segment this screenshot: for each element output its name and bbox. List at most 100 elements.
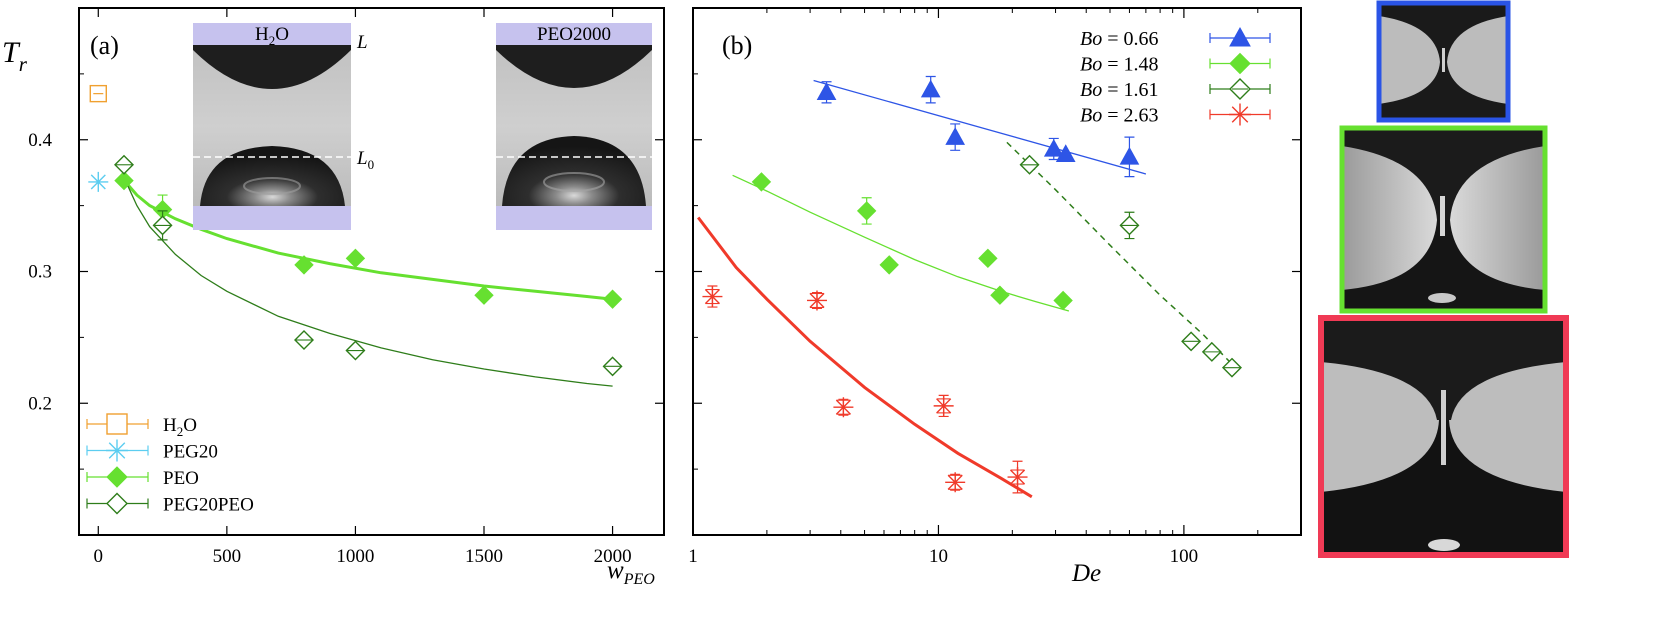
data-point xyxy=(751,172,772,192)
x-tick-label: 1500 xyxy=(465,546,503,567)
inset-h2o-bottom-drop xyxy=(200,146,345,206)
panel-b-marks xyxy=(702,75,1242,494)
x-tick-label: 500 xyxy=(213,546,242,567)
y-tick-label: 0.4 xyxy=(28,130,52,151)
data-point xyxy=(602,289,623,309)
inset-peo2000-top-drop xyxy=(496,45,652,88)
inset-annotation-l: L xyxy=(356,32,368,53)
inset-h2o: H2O L L0 xyxy=(193,23,374,230)
data-point xyxy=(1007,467,1028,488)
y-tick-label: 0.2 xyxy=(28,393,52,414)
photo-bo-066 xyxy=(1376,0,1511,123)
legend-marker xyxy=(1229,26,1251,47)
photo-bo-148-top-drop xyxy=(1342,128,1545,220)
inset-h2o-label: H2O xyxy=(255,24,289,48)
legend-marker xyxy=(106,439,128,462)
legend-marker xyxy=(106,413,128,435)
data-point xyxy=(990,285,1010,305)
data-point xyxy=(114,170,134,191)
data-point xyxy=(1043,138,1064,157)
data-point xyxy=(345,248,366,269)
photo-bo-263-filament xyxy=(1441,390,1446,465)
x-tick-label: 1 xyxy=(688,546,698,567)
data-point xyxy=(806,290,827,311)
photo-bo-148-filament xyxy=(1440,196,1445,236)
data-point xyxy=(1119,146,1140,165)
fit-line xyxy=(697,216,1033,499)
legend-marker xyxy=(106,466,128,488)
photo-bo-263 xyxy=(1318,315,1569,558)
inset-h2o-reflection xyxy=(243,177,301,195)
legend-marker xyxy=(106,492,128,515)
x-tick-label: 100 xyxy=(1170,546,1199,567)
legend-label: H2O xyxy=(163,415,197,439)
panel-a-ticks: 0 500 1000 1500 2000 0.2 0.3 0.4 xyxy=(28,8,664,567)
legend-label: Bo = 2.63 xyxy=(1080,105,1159,127)
inset-annotation-l0: L0 xyxy=(356,148,374,172)
inset-peo2000: PEO2000 xyxy=(496,23,652,230)
panel-a: 0 500 1000 1500 2000 0.2 0.3 0.4 H2O L L0 PEO20… xyxy=(2,7,665,588)
legend-label: Bo = 1.48 xyxy=(1080,54,1159,76)
data-point xyxy=(1053,290,1073,311)
panel-a-label: (a) xyxy=(90,31,119,60)
legend-marker xyxy=(1229,103,1251,126)
data-point xyxy=(856,201,877,221)
photo-bo-066-border xyxy=(1376,0,1511,123)
photo-bo-148-border xyxy=(1339,125,1548,314)
photo-bo-263-reflection xyxy=(1428,539,1460,551)
fit-line xyxy=(813,79,1147,175)
photo-bo-066-top-drop xyxy=(1379,3,1508,62)
data-point xyxy=(920,79,941,98)
x-axis-label-a: wPEO xyxy=(607,557,655,588)
fit-line xyxy=(1006,141,1242,374)
data-point xyxy=(945,472,966,493)
panel-b-legend: Bo = 0.66 Bo = 1.48 Bo = 1.61 Bo = 2.63 xyxy=(1080,26,1271,127)
y-tick-label: 0.3 xyxy=(28,262,52,283)
fit-line xyxy=(732,174,1070,312)
panel-b-label: (b) xyxy=(722,31,752,60)
legend-label: PEO xyxy=(163,468,199,489)
x-tick-label: 10 xyxy=(929,546,948,567)
data-point xyxy=(816,82,837,101)
inset-h2o-bottom-plate xyxy=(193,206,351,230)
legend-label: PEG20 xyxy=(163,442,218,463)
inset-h2o-top-drop xyxy=(193,45,351,89)
x-tick-label: 0 xyxy=(94,546,104,567)
data-point xyxy=(945,127,966,145)
panel-b-ticks: 1 10 100 xyxy=(688,8,1302,567)
inset-peo2000-reflection xyxy=(543,172,605,192)
inset-peo2000-bottom-drop xyxy=(502,136,646,206)
photo-bo-263-top-drop xyxy=(1321,318,1566,420)
data-point xyxy=(294,255,314,275)
legend-label: Bo = 1.61 xyxy=(1080,79,1159,101)
data-point xyxy=(978,248,998,269)
legend-marker xyxy=(1229,52,1251,75)
photo-bo-148-reflection xyxy=(1428,293,1456,303)
fit-line xyxy=(126,182,613,387)
data-point xyxy=(833,397,854,418)
photo-bo-066-filament xyxy=(1442,48,1445,72)
inset-peo2000-label: PEO2000 xyxy=(537,24,611,45)
y-axis-label: Tr xyxy=(2,36,28,76)
photo-bo-263-border xyxy=(1318,315,1569,558)
panel-b: 1 10 100 (b) De Bo = 0.66 Bo = 1.48 Bo = 1.6… xyxy=(688,7,1302,587)
data-point xyxy=(702,286,723,307)
x-axis-label-b: De xyxy=(1071,560,1101,587)
inset-peo2000-bottom-plate xyxy=(496,206,652,230)
photo-bo-263-bottom-drop xyxy=(1321,420,1566,555)
data-point xyxy=(88,171,109,192)
data-point xyxy=(933,395,954,416)
data-point xyxy=(474,285,494,305)
panel-b-fits xyxy=(697,79,1242,499)
photo-bo-148-bottom-drop xyxy=(1342,220,1545,311)
data-point xyxy=(1055,144,1076,162)
x-tick-label: 1000 xyxy=(336,546,374,567)
panel-a-marks xyxy=(88,84,623,377)
x-tick-label: 2000 xyxy=(594,546,632,567)
legend-label: Bo = 0.66 xyxy=(1080,28,1159,50)
inset-h2o-top-plate xyxy=(193,23,351,45)
data-point xyxy=(879,255,899,275)
photo-bo-148 xyxy=(1339,125,1548,314)
